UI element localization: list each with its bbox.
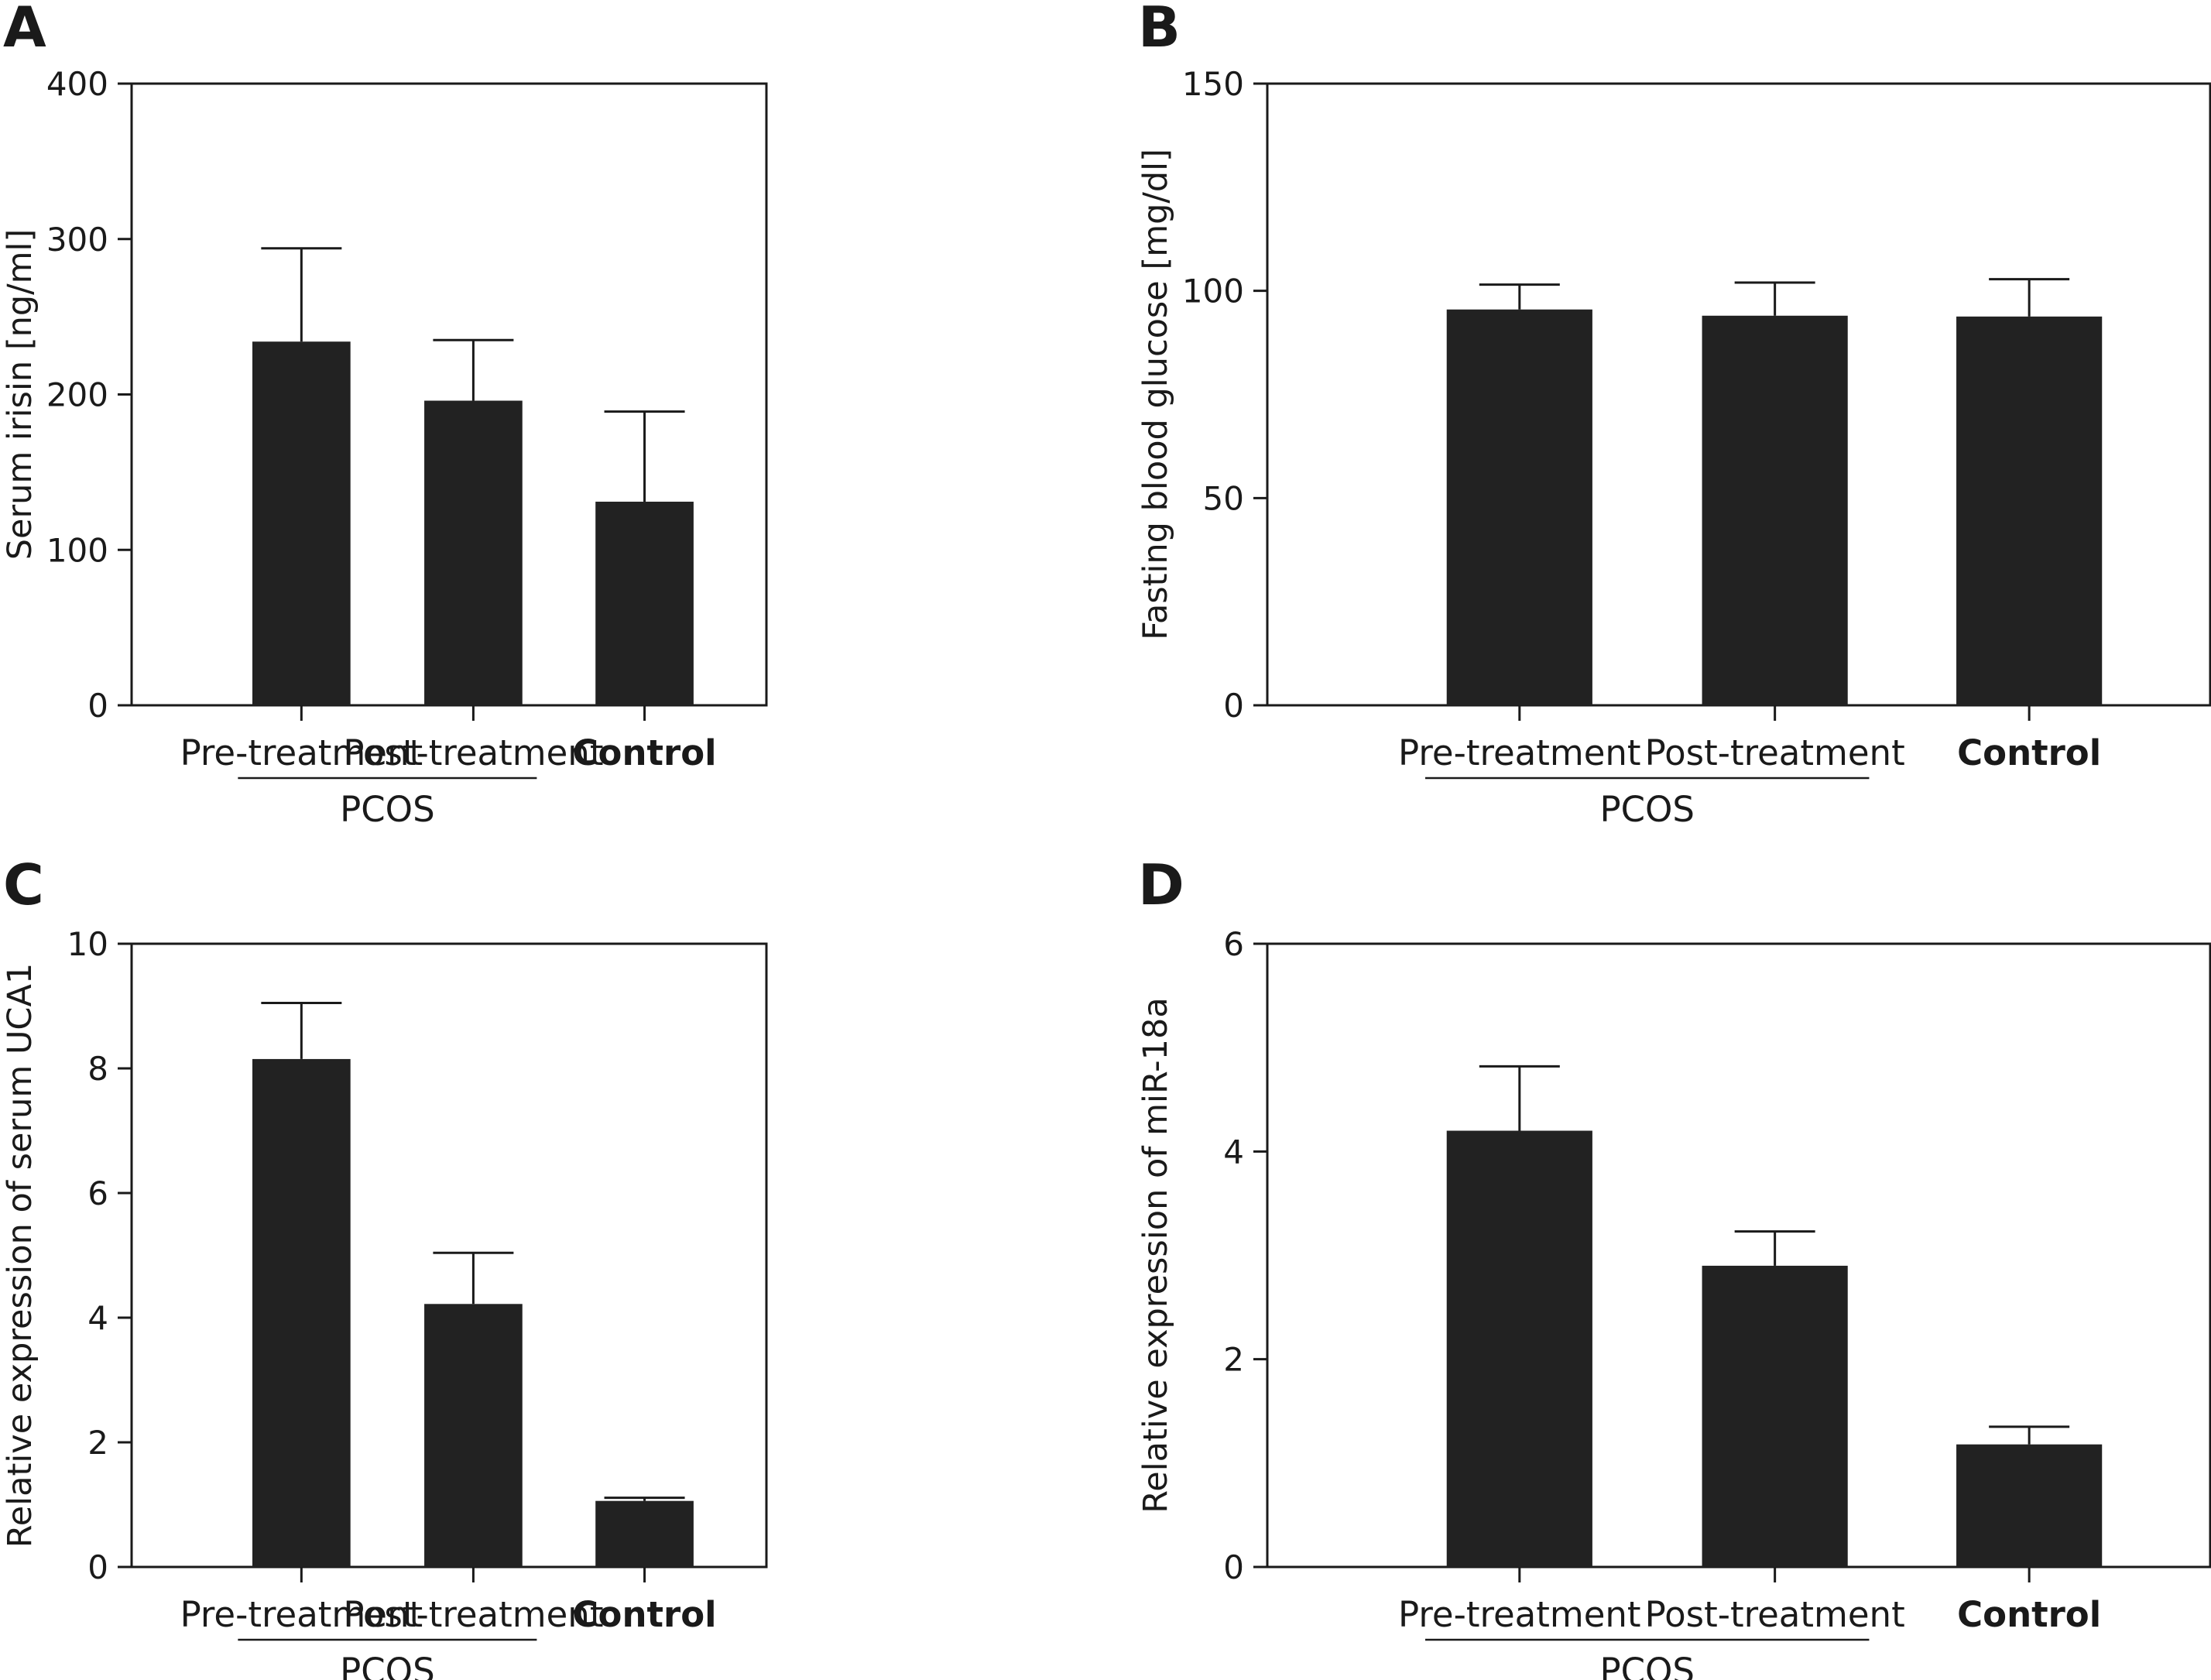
bar-pre-treatment (1446, 309, 1592, 705)
bar-pre-treatment (1446, 1130, 1592, 1567)
category-label: Pre-treatment (1398, 732, 1641, 773)
y-tick-label: 0 (1223, 1548, 1244, 1586)
chart-panel-a: A 0 100 200 300 400 Serum irisin [ng/ml] Pre-tr… (1, 0, 768, 830)
y-tick-label: 150 (1182, 65, 1244, 103)
group-label: PCOS (340, 789, 435, 830)
category-label: Control (573, 1594, 717, 1635)
group-label: PCOS (340, 1651, 435, 1680)
category-label: Post-treatment (343, 732, 603, 773)
category-label: Pre-treatment (180, 1594, 423, 1635)
category-label: Pre-treatment (180, 732, 423, 773)
y-tick-label: 6 (1223, 925, 1244, 963)
bar-control (595, 502, 694, 705)
y-tick-label: 2 (87, 1424, 108, 1462)
category-label: Pre-treatment (1398, 1594, 1641, 1635)
y-axis-label: Relative expression of serum UCA1 (1, 963, 39, 1548)
y-tick-label: 2 (1223, 1341, 1244, 1379)
bar-pre-treatment (252, 341, 351, 705)
y-axis-label: Fasting blood glucose [mg/dl] (1136, 149, 1175, 640)
bar-pre-treatment (252, 1058, 351, 1567)
chart-panel-d: D 0 2 4 6 Relative expression of miR-18a Pre-t… (1136, 852, 2211, 1680)
y-axis-label: Relative expression of miR-18a (1136, 997, 1175, 1513)
y-tick-label: 6 (87, 1174, 108, 1212)
y-tick-label: 50 (1203, 479, 1244, 517)
bar-post-treatment (424, 1304, 523, 1567)
category-label: Control (1957, 1594, 2101, 1635)
y-tick-label: 10 (67, 925, 108, 963)
category-label: Post-treatment (1645, 732, 1905, 773)
category-label: Post-treatment (1645, 1594, 1905, 1635)
y-tick-label: 400 (46, 65, 108, 103)
category-label: Control (573, 732, 717, 773)
bar-control (1956, 316, 2103, 705)
chart-panel-c: C 0 2 4 6 8 10 Relative expression of serum UCA… (1, 852, 768, 1680)
group-label: PCOS (1599, 789, 1695, 830)
y-tick-label: 200 (46, 376, 108, 414)
bar-post-treatment (1702, 315, 1848, 705)
panel-letter: C (3, 852, 44, 917)
y-tick-label: 0 (87, 687, 108, 725)
y-tick-label: 0 (87, 1548, 108, 1586)
panel-letter: B (1138, 0, 1181, 60)
y-axis-label: Serum irisin [ng/ml] (1, 229, 39, 561)
bar-control (1956, 1444, 2103, 1567)
y-tick-label: 100 (46, 531, 108, 569)
y-tick-label: 300 (46, 221, 108, 259)
y-tick-label: 8 (87, 1050, 108, 1088)
y-tick-label: 100 (1182, 273, 1244, 310)
panel-letter: A (3, 0, 46, 60)
bar-post-treatment (424, 400, 523, 705)
group-label: PCOS (1599, 1651, 1695, 1680)
bar-post-treatment (1702, 1265, 1848, 1567)
y-tick-label: 0 (1223, 687, 1244, 725)
category-label: Post-treatment (343, 1594, 603, 1635)
category-label: Control (1957, 732, 2101, 773)
bar-control (595, 1500, 694, 1567)
y-tick-label: 4 (87, 1299, 108, 1337)
chart-panel-b: B 0 50 100 150 Fasting blood glucose [mg/dl] P… (1136, 0, 2211, 830)
panel-letter: D (1138, 852, 1184, 917)
y-tick-label: 4 (1223, 1133, 1244, 1171)
